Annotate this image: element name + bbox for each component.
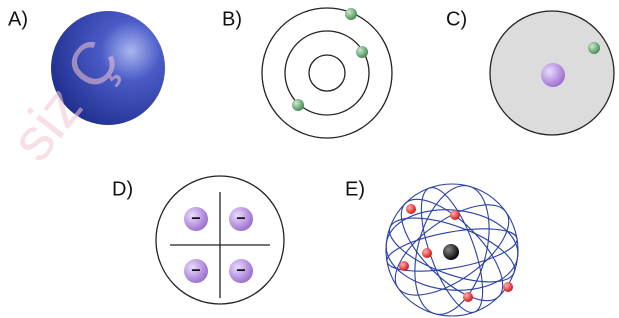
model-label: D): [112, 178, 133, 200]
model-label: C): [446, 8, 467, 30]
nucleus: [443, 244, 459, 260]
charge-sign: −: [236, 211, 245, 228]
model-label: E): [345, 178, 365, 200]
electron: [588, 42, 600, 54]
model-label: B): [222, 8, 242, 30]
atom-models: A) siz Ç B) C) D) − − − − E): [0, 0, 619, 318]
model-label: A): [8, 8, 28, 30]
charge-sign: −: [191, 263, 200, 280]
electrons: [292, 8, 368, 111]
charge-sign: −: [236, 263, 245, 280]
orbits: [262, 8, 392, 138]
charge-sign: −: [191, 211, 200, 228]
nucleus: [541, 63, 565, 87]
